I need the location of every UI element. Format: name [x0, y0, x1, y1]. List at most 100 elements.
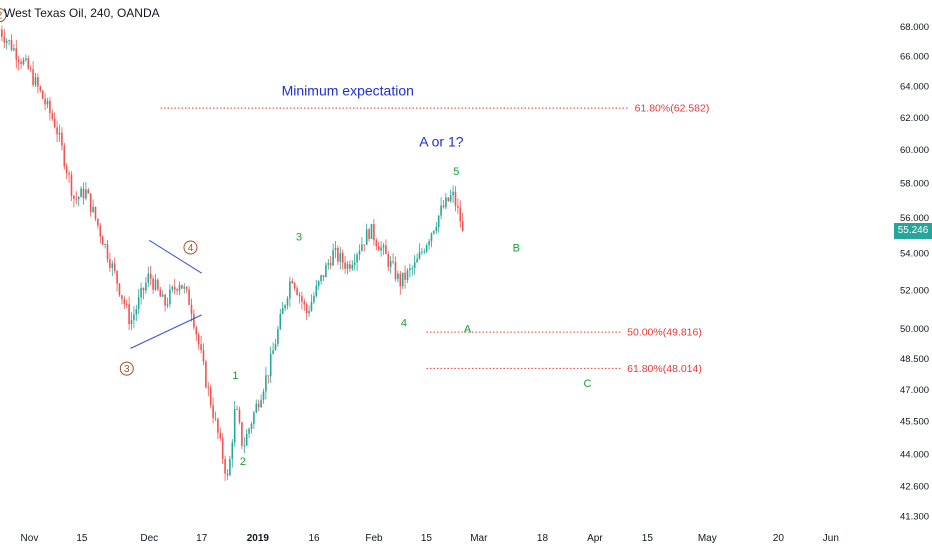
- time-axis[interactable]: Nov 15 Dec 17 2019 16 Feb 15 Mar 18 Apr 15 May 20 Jun: [21, 533, 839, 544]
- candle-body: [320, 275, 322, 282]
- candle-body: [173, 286, 176, 290]
- candle-body: [389, 261, 392, 267]
- candle-body: [272, 350, 274, 355]
- candle-body: [365, 229, 368, 245]
- time-tick-label: 2019: [247, 533, 270, 544]
- trendlines-and-fib: 61.80%(62.582) 50.00%(49.816) 61.80%(48.01…: [130, 103, 710, 375]
- candle-body: [447, 197, 450, 201]
- price-tick-label: 64.000: [900, 82, 929, 93]
- candle-body: [401, 272, 404, 287]
- candle-body: [325, 264, 327, 278]
- candle-body: [387, 254, 390, 267]
- candle-body: [94, 206, 97, 219]
- candle-body: [241, 422, 243, 446]
- candle-body: [97, 218, 99, 226]
- candle-body: [418, 251, 421, 259]
- candle-body: [128, 304, 130, 325]
- time-tick-label: Apr: [587, 533, 603, 544]
- candle-body: [452, 191, 454, 196]
- candle-body: [15, 48, 18, 60]
- candle-body: [3, 36, 6, 43]
- candle-body: [39, 86, 42, 91]
- candle-body: [61, 132, 63, 146]
- wave-circle: [0, 8, 7, 23]
- time-tick-label: May: [698, 533, 717, 544]
- price-tick-label: 52.000: [900, 286, 929, 297]
- fib-level-label: 61.80%(48.014): [627, 363, 702, 375]
- candle-body: [34, 77, 37, 85]
- candle-body: [99, 225, 102, 237]
- candle-body: [58, 132, 61, 135]
- chart-title: West Texas Oil, 240, OANDA: [4, 6, 160, 20]
- time-tick-label: 16: [308, 533, 320, 544]
- candle-body: [289, 281, 291, 299]
- candle-body: [27, 58, 30, 69]
- wave-circle: [183, 240, 198, 255]
- candle-body: [262, 391, 265, 400]
- candle-body: [140, 287, 142, 298]
- price-tick-label: 44.000: [900, 450, 929, 461]
- price-tick-label: 47.000: [900, 385, 929, 396]
- candle-body: [193, 314, 195, 328]
- candle-body: [200, 344, 202, 351]
- wave-circle: [119, 361, 134, 376]
- trendline: [149, 239, 202, 274]
- candle-body: [286, 298, 289, 306]
- candle-body: [152, 278, 154, 290]
- candle-body: [25, 58, 27, 60]
- candle-body: [224, 458, 226, 474]
- candle-body: [303, 301, 306, 305]
- wave-label: 3: [296, 232, 302, 244]
- candle-body: [221, 438, 224, 459]
- candle-body: [13, 48, 15, 51]
- candle-body: [404, 272, 406, 280]
- price-axis[interactable]: 68.000 66.000 64.000 62.000 60.000 58.000 56.0…: [900, 22, 929, 523]
- candles: [0, 25, 464, 481]
- candle-body: [394, 262, 397, 280]
- candle-body: [301, 296, 303, 302]
- candle-body: [334, 247, 337, 251]
- candle-body: [8, 40, 10, 41]
- candle-body: [171, 286, 174, 290]
- fib-level-label: 61.80%(62.582): [635, 103, 710, 115]
- candle-body: [449, 195, 452, 201]
- candle-body: [361, 244, 363, 251]
- candle-body: [413, 262, 416, 269]
- candle-body: [185, 286, 188, 290]
- candle-body: [209, 387, 212, 406]
- candle-body: [411, 268, 414, 269]
- candle-body: [123, 298, 126, 305]
- annotation-label: A or 1?: [419, 133, 464, 149]
- candle-body: [260, 399, 262, 408]
- candle-body: [56, 127, 58, 135]
- candle-body: [106, 244, 109, 260]
- candle-body: [135, 309, 138, 315]
- candle-body: [49, 100, 51, 114]
- candle-body: [430, 233, 433, 242]
- wave-label: 4: [401, 318, 407, 330]
- candle-body: [46, 100, 49, 105]
- candle-body: [181, 285, 183, 289]
- candle-body: [409, 268, 411, 271]
- candle-body: [77, 197, 80, 200]
- price-tick-label: 68.000: [900, 22, 929, 33]
- wave-label: 5: [453, 166, 459, 178]
- candle-body: [29, 68, 32, 70]
- candle-body: [310, 302, 313, 311]
- candle-body: [373, 223, 375, 241]
- candle-body: [332, 250, 334, 266]
- candle-body: [161, 294, 164, 297]
- candle-body: [17, 59, 20, 62]
- candle-body: [85, 189, 87, 199]
- candle-body: [104, 244, 106, 245]
- candle-body: [277, 328, 279, 345]
- candle-body: [382, 245, 385, 248]
- candle-body: [437, 215, 440, 228]
- time-tick-label: 18: [537, 533, 549, 544]
- candle-body: [421, 251, 423, 253]
- candle-body: [125, 304, 128, 305]
- candle-body: [392, 261, 394, 263]
- time-tick-label: 15: [76, 533, 88, 544]
- time-tick-label: 20: [773, 533, 785, 544]
